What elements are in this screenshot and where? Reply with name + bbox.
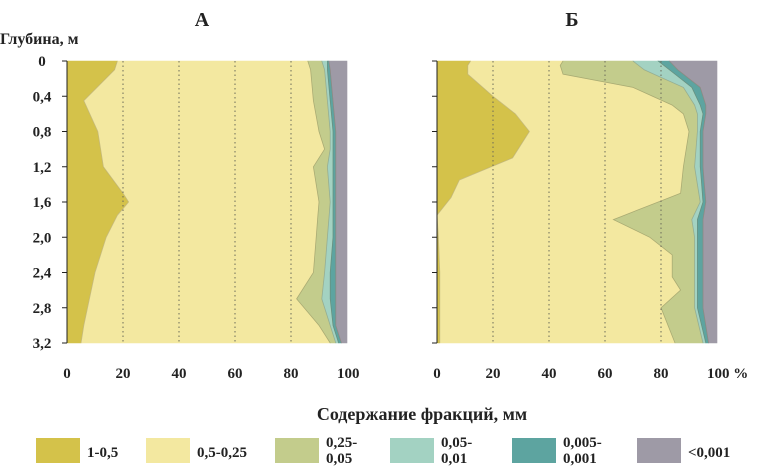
- depth-tick-label: 3,2: [33, 336, 52, 352]
- depth-tick-label: 2,0: [33, 230, 52, 246]
- legend-swatch: [146, 438, 190, 463]
- boundary-line: [436, 60, 530, 343]
- area-fraction-6: [328, 60, 348, 344]
- legend: 1-0,5 0,5-0,25 0,25-0,05 0,05-0,01 0,005-0,0…: [36, 435, 730, 467]
- legend-label: 0,005-0,001: [563, 435, 602, 467]
- legend-item-6: <0,001: [637, 438, 730, 463]
- depth-tick-label: 0: [38, 54, 46, 70]
- legend-swatch: [512, 438, 556, 463]
- x-tick-label: 80: [654, 366, 669, 382]
- boundary-line: [80, 60, 130, 344]
- depth-tick-label: 0,8: [33, 125, 52, 141]
- depth-tick-label: 1,2: [33, 160, 52, 176]
- legend-swatch: [637, 438, 681, 463]
- x-tick-label: 0: [63, 366, 71, 382]
- x-tick-label: 60: [598, 366, 613, 382]
- depth-tick-labels: 0 0,4 0,8 1,2 1,6 2,0 2,4 2,8 3,2: [33, 54, 52, 352]
- boundary-line: [632, 60, 704, 344]
- x-tick-label: 100 %: [707, 366, 748, 382]
- legend-label: 0,05-0,01: [441, 435, 472, 467]
- panel-title: Б: [565, 9, 578, 31]
- legend-item-1: 1-0,5: [36, 438, 118, 463]
- legend-swatch: [36, 438, 80, 463]
- x-tick-label: 80: [284, 366, 299, 382]
- boundary-line: [328, 60, 342, 344]
- panels-layer: А 0 20 40 60 80 100 Б 0 20 40 60 80 100 %: [62, 9, 748, 382]
- legend-item-2: 0,5-0,25: [146, 438, 247, 463]
- legend-item-5: 0,005-0,001: [512, 435, 602, 467]
- x-tick-label: 100: [337, 366, 360, 382]
- legend-item-4: 0,05-0,01: [390, 435, 472, 467]
- panel-b: Б 0 20 40 60 80 100 %: [432, 9, 748, 382]
- legend-label: 1-0,5: [87, 445, 118, 461]
- boundary-line: [559, 60, 690, 344]
- area-fraction-6: [668, 60, 718, 344]
- depth-tick-label: 2,4: [33, 266, 52, 282]
- legend-item-3: 0,25-0,05: [275, 435, 357, 467]
- x-tick-label: 40: [172, 366, 187, 382]
- x-tick-label: 60: [228, 366, 243, 382]
- boundary-line: [327, 61, 339, 344]
- x-tick-label: 40: [542, 366, 557, 382]
- legend-swatch: [390, 438, 434, 463]
- x-axis-label: Содержание фракций, мм: [317, 404, 527, 424]
- legend-swatch: [275, 438, 319, 463]
- legend-label: 0,25-0,05: [326, 435, 357, 467]
- depth-tick-label: 1,6: [33, 195, 52, 211]
- legend-label: <0,001: [688, 445, 730, 461]
- boundary-line: [657, 60, 707, 344]
- depth-axis-label: Глубина, м: [0, 31, 79, 48]
- boundary-line: [321, 60, 337, 344]
- boundary-line: [296, 60, 331, 344]
- panel-a: А 0 20 40 60 80 100: [62, 9, 360, 382]
- x-tick-label: 20: [486, 366, 501, 382]
- depth-tick-label: 2,8: [33, 301, 52, 317]
- panel-title: А: [195, 9, 210, 31]
- x-tick-label: 0: [433, 366, 441, 382]
- depth-tick-label: 0,4: [33, 89, 52, 105]
- x-tick-label: 20: [116, 366, 131, 382]
- boundary-line: [669, 60, 709, 344]
- legend-label: 0,5-0,25: [197, 445, 247, 461]
